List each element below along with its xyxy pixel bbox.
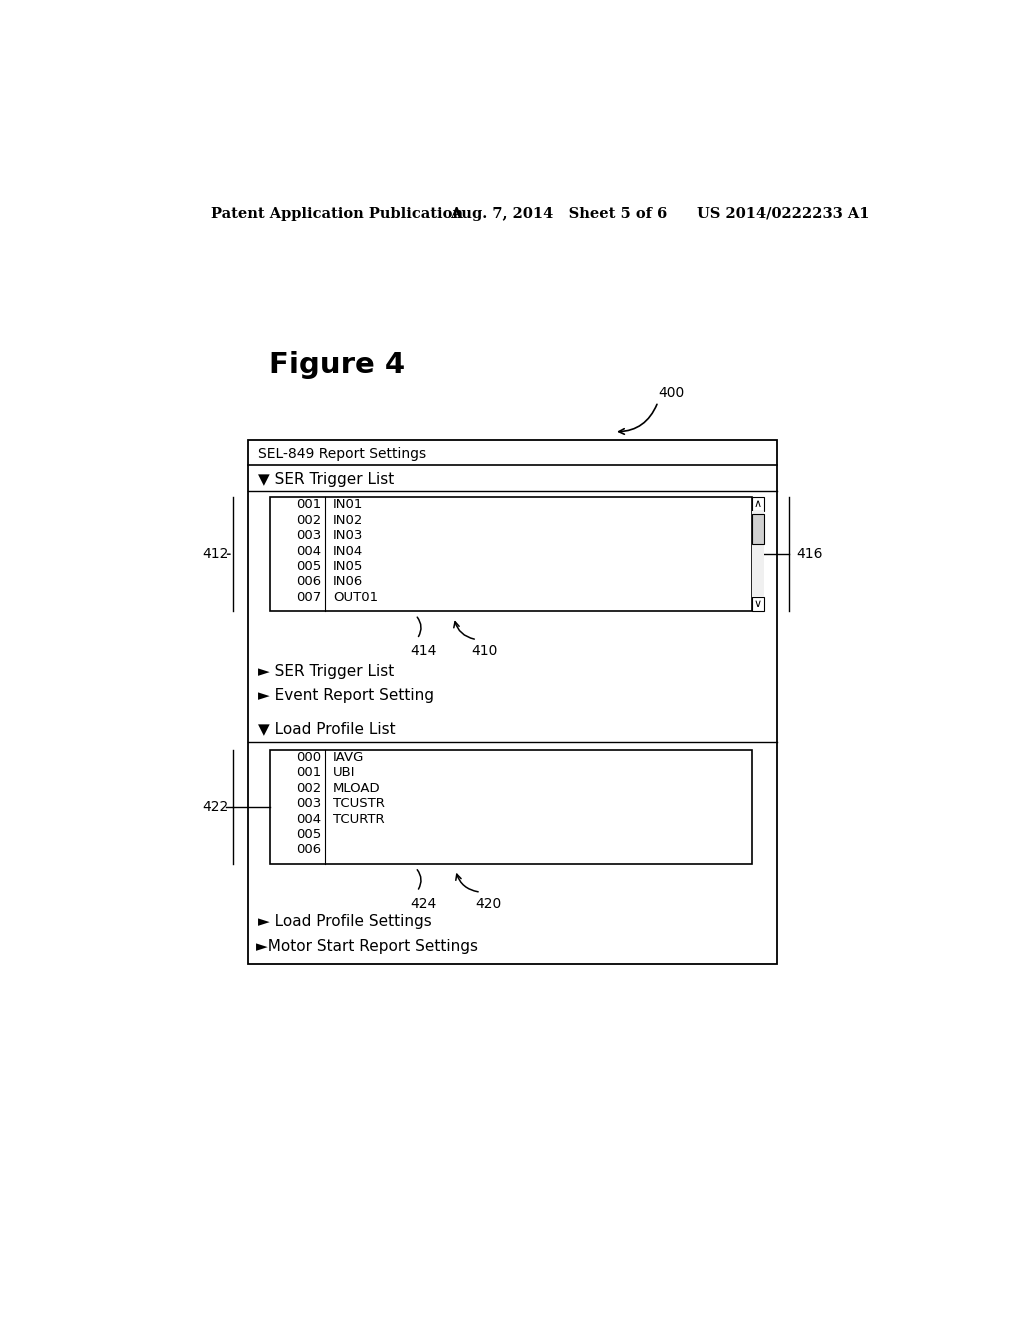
Text: 420: 420 bbox=[475, 896, 502, 911]
Text: 000: 000 bbox=[296, 751, 322, 764]
Bar bbox=[752, 511, 764, 598]
Text: 001: 001 bbox=[296, 499, 322, 511]
Text: 002: 002 bbox=[296, 513, 322, 527]
Text: 400: 400 bbox=[658, 387, 685, 400]
Text: 005: 005 bbox=[296, 828, 322, 841]
Text: IN03: IN03 bbox=[333, 529, 364, 543]
Text: ► Load Profile Settings: ► Load Profile Settings bbox=[258, 913, 431, 929]
Text: IN05: IN05 bbox=[333, 560, 364, 573]
Text: 422: 422 bbox=[202, 800, 228, 813]
Bar bbox=[270, 750, 752, 863]
Text: ► Event Report Setting: ► Event Report Setting bbox=[258, 688, 433, 704]
Text: ► SER Trigger List: ► SER Trigger List bbox=[258, 664, 394, 678]
Text: IN01: IN01 bbox=[333, 499, 364, 511]
Text: Patent Application Publication: Patent Application Publication bbox=[211, 207, 464, 220]
Text: SEL-849 Report Settings: SEL-849 Report Settings bbox=[258, 447, 426, 461]
Text: Aug. 7, 2014   Sheet 5 of 6: Aug. 7, 2014 Sheet 5 of 6 bbox=[451, 207, 668, 220]
Text: ∨: ∨ bbox=[754, 599, 762, 610]
Text: Figure 4: Figure 4 bbox=[269, 351, 406, 379]
Text: TCURTR: TCURTR bbox=[333, 813, 385, 825]
Text: 424: 424 bbox=[410, 896, 436, 911]
Text: IAVG: IAVG bbox=[333, 751, 365, 764]
Bar bbox=[752, 597, 764, 611]
Text: 410: 410 bbox=[472, 644, 498, 659]
Text: ►Motor Start Report Settings: ►Motor Start Report Settings bbox=[256, 939, 478, 953]
Text: UBI: UBI bbox=[333, 767, 355, 779]
Text: OUT01: OUT01 bbox=[333, 591, 378, 603]
Bar bbox=[752, 498, 764, 511]
Text: 002: 002 bbox=[296, 781, 322, 795]
Text: 007: 007 bbox=[296, 591, 322, 603]
Text: 004: 004 bbox=[296, 813, 322, 825]
Text: 006: 006 bbox=[296, 576, 322, 589]
Text: 005: 005 bbox=[296, 560, 322, 573]
Text: 001: 001 bbox=[296, 767, 322, 779]
Text: 006: 006 bbox=[296, 843, 322, 857]
Text: IN02: IN02 bbox=[333, 513, 364, 527]
Text: US 2014/0222233 A1: US 2014/0222233 A1 bbox=[696, 207, 869, 220]
Text: TCUSTR: TCUSTR bbox=[333, 797, 385, 810]
Text: 003: 003 bbox=[296, 529, 322, 543]
Text: ▼ Load Profile List: ▼ Load Profile List bbox=[258, 722, 395, 737]
Text: IN06: IN06 bbox=[333, 576, 364, 589]
Text: IN04: IN04 bbox=[333, 545, 364, 557]
Text: 412: 412 bbox=[202, 548, 228, 561]
Text: MLOAD: MLOAD bbox=[333, 781, 381, 795]
Bar bbox=[752, 513, 764, 544]
Text: 004: 004 bbox=[296, 545, 322, 557]
Bar bbox=[249, 441, 776, 964]
Text: 414: 414 bbox=[410, 644, 436, 659]
Text: 416: 416 bbox=[797, 548, 823, 561]
Text: ▼ SER Trigger List: ▼ SER Trigger List bbox=[258, 473, 394, 487]
Text: 003: 003 bbox=[296, 797, 322, 810]
Text: ∧: ∧ bbox=[754, 499, 762, 510]
Bar bbox=[270, 498, 752, 611]
